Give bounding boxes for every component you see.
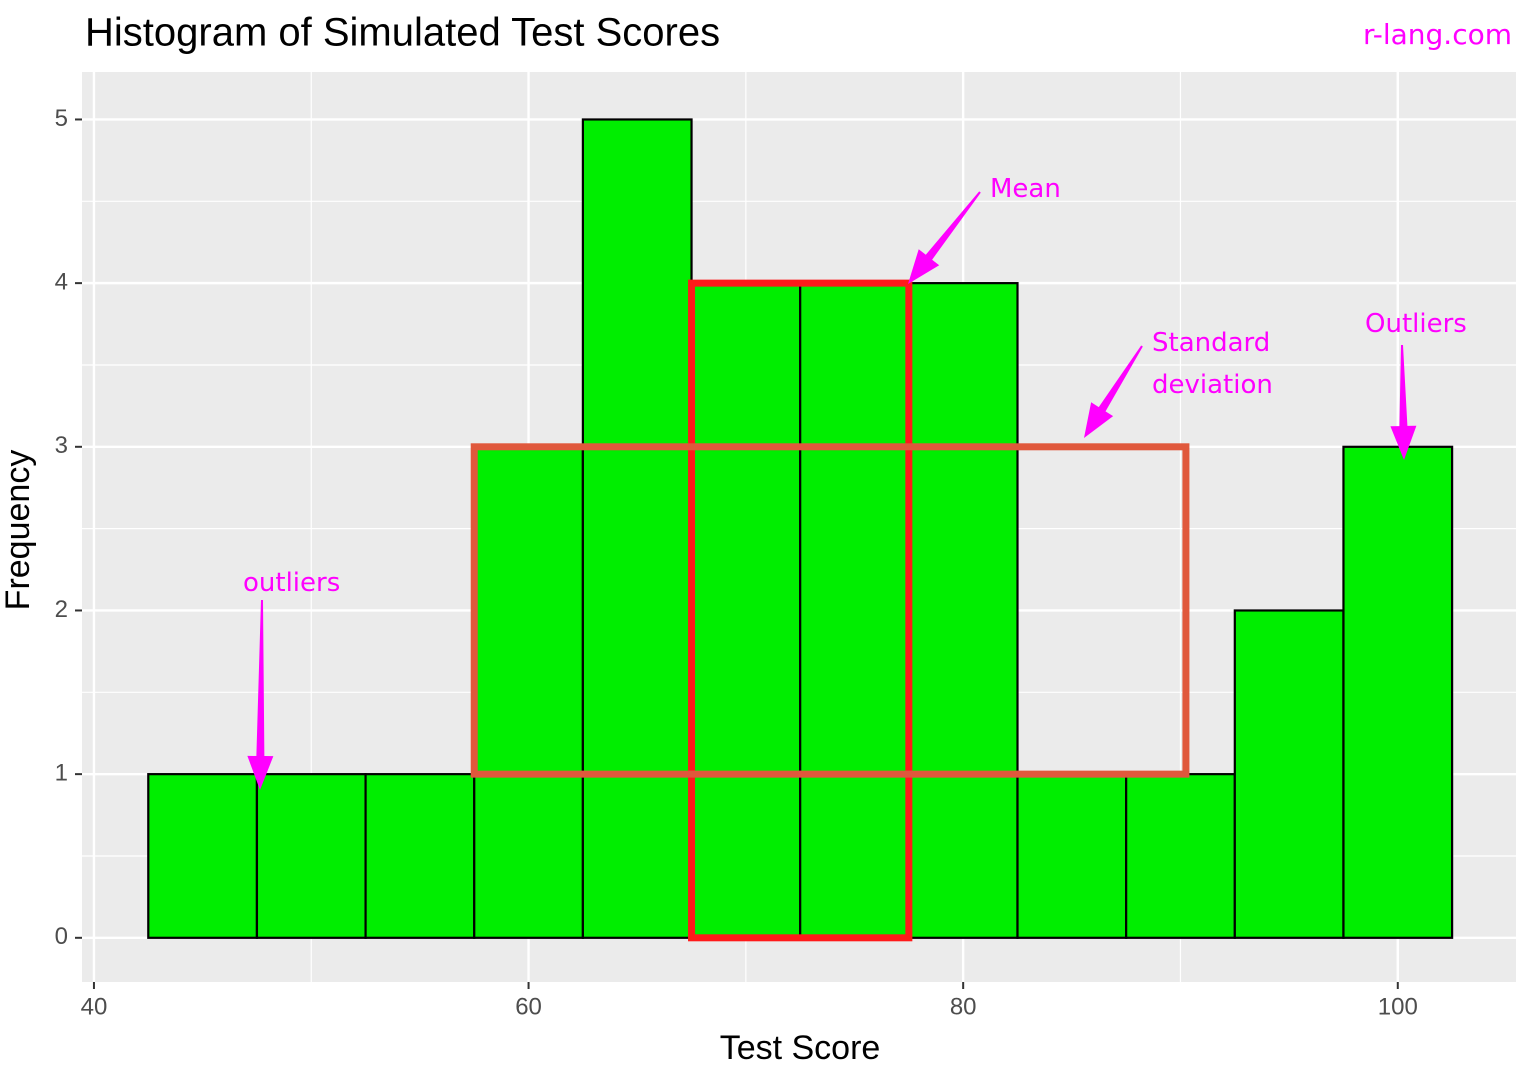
- x-tick-label: 100: [1378, 993, 1418, 1020]
- bar: [473, 445, 584, 939]
- y-tick-label: 4: [55, 268, 68, 295]
- x-tick-label: 80: [950, 993, 977, 1020]
- x-tick-label: 40: [81, 993, 108, 1020]
- annotation-arrow: [1084, 345, 1143, 438]
- bar: [581, 118, 693, 939]
- bar: [147, 773, 259, 939]
- bar: [255, 773, 367, 939]
- bar: [1342, 445, 1454, 939]
- x-axis-title: Test Score: [720, 1029, 881, 1067]
- bar: [1016, 773, 1128, 939]
- y-tick-label: 0: [55, 923, 68, 950]
- y-tick-label: 3: [55, 432, 68, 459]
- bar: [364, 773, 476, 939]
- bar: [907, 282, 1019, 939]
- highlight-box: [470, 443, 1190, 778]
- x-tick-label: 60: [515, 993, 542, 1020]
- annotation: outliers: [243, 568, 341, 598]
- annotation: Standard deviation: [1152, 328, 1273, 400]
- y-tick-label: 1: [55, 759, 68, 786]
- annotation: Outliers: [1365, 309, 1467, 339]
- annotation: Mean: [990, 174, 1061, 204]
- y-axis-title: Frequency: [0, 450, 37, 611]
- bar: [690, 282, 802, 939]
- watermark: r-lang.com: [1363, 18, 1512, 51]
- bar: [1125, 773, 1236, 939]
- y-tick-label: 2: [55, 596, 68, 623]
- bar: [799, 282, 910, 939]
- annotation-arrow: [247, 599, 274, 790]
- annotation-arrow: [1390, 344, 1417, 460]
- chart-title: Histogram of Simulated Test Scores: [85, 11, 720, 55]
- highlight-box: [688, 279, 913, 942]
- y-tick-label: 5: [55, 105, 68, 132]
- bar: [1233, 609, 1345, 939]
- annotation-arrow: [908, 191, 981, 284]
